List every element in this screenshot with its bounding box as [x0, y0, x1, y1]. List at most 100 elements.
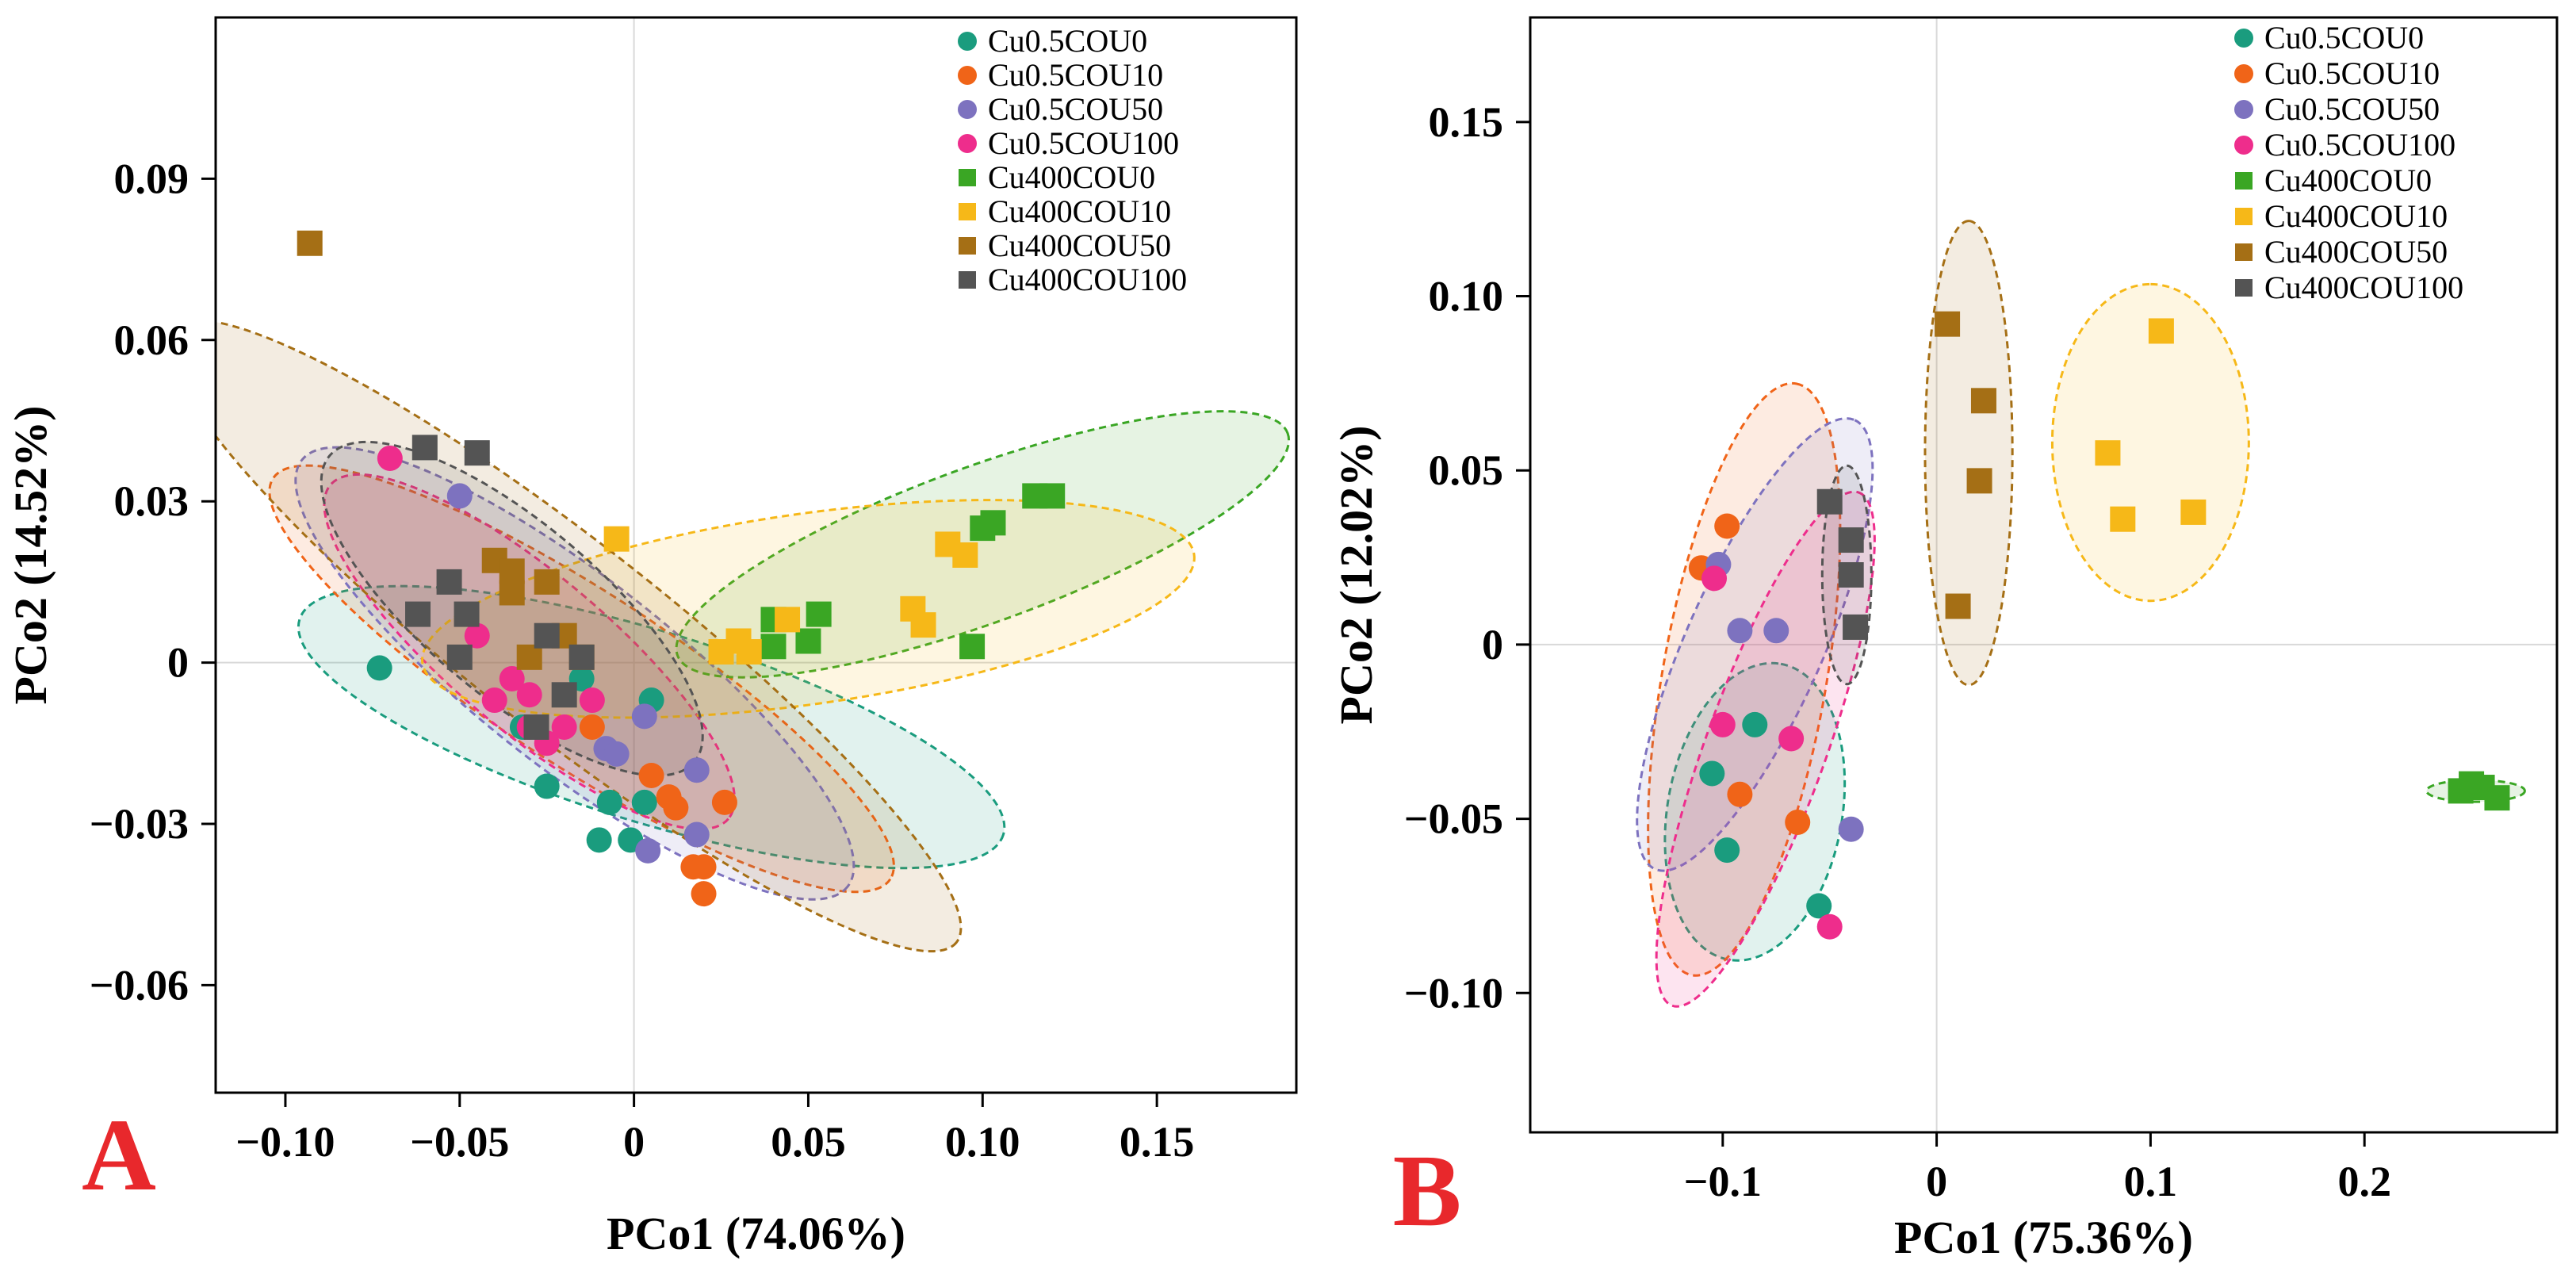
legend-label-cu0.5cou0: Cu0.5COU0: [2264, 20, 2424, 56]
point-cu400cou100: [551, 682, 577, 708]
point-cu0.5cou100: [499, 665, 525, 691]
point-cu0.5cou50: [603, 741, 630, 767]
point-cu0.5cou10: [691, 881, 717, 907]
legend: Cu0.5COU0Cu0.5COU10Cu0.5COU50Cu0.5COU100…: [2234, 20, 2463, 305]
point-cu0.5cou0: [596, 789, 622, 815]
legend-label-cu400cou50: Cu400COU50: [2264, 234, 2448, 270]
point-cu400cou100: [1838, 562, 1864, 588]
point-cu400cou100: [464, 440, 490, 466]
x-tick-label: 0.10: [945, 1118, 1020, 1166]
point-cu0.5cou100: [1709, 711, 1736, 737]
x-tick-label: 0.1: [2124, 1158, 2178, 1205]
plot-frame: [214, 16, 1298, 1094]
x-tick-label: −0.1: [1684, 1158, 1762, 1205]
point-cu0.5cou50: [683, 757, 710, 783]
y-tick-label: 0: [1482, 621, 1503, 668]
plot-frame: [1529, 16, 2559, 1134]
point-cu0.5cou0: [366, 655, 392, 681]
point-cu400cou0: [760, 634, 787, 660]
y-tick-label: 0.06: [114, 316, 189, 364]
legend-label-cu0.5cou10: Cu0.5COU10: [988, 57, 1163, 93]
y-tick-label: −0.06: [90, 961, 189, 1009]
point-cu400cou100: [436, 569, 462, 595]
y-axis-label: PCo2 (12.02%): [1330, 426, 1382, 725]
point-cu0.5cou50: [1727, 618, 1753, 644]
x-tick-label: 0.05: [771, 1118, 846, 1166]
point-cu400cou10: [2148, 318, 2174, 344]
legend-marker-cu0.5cou0: [958, 32, 977, 51]
legend-marker-cu400cou10: [959, 203, 976, 220]
y-tick-label: −0.03: [90, 800, 189, 848]
legend-label-cu400cou100: Cu400COU100: [2264, 270, 2463, 305]
point-cu400cou10: [603, 526, 630, 552]
point-cu400cou50: [534, 569, 560, 595]
legend-marker-cu0.5cou0: [2234, 29, 2253, 48]
point-cu0.5cou10: [579, 714, 605, 740]
y-tick-label: 0.09: [114, 155, 189, 202]
point-cu400cou50: [1970, 388, 1996, 414]
legend-label-cu0.5cou100: Cu0.5COU100: [2264, 127, 2455, 163]
point-cu0.5cou0: [1806, 893, 1832, 919]
ellipse-cu0.5cou10: [1647, 381, 1842, 977]
point-cu0.5cou100: [516, 682, 542, 708]
point-cu400cou0: [980, 510, 1006, 536]
point-cu400cou100: [1838, 527, 1864, 553]
legend-marker-cu400cou50: [959, 237, 976, 255]
y-tick-label: 0.10: [1429, 273, 1504, 320]
legend-marker-cu0.5cou50: [2234, 100, 2253, 119]
point-cu0.5cou10: [711, 789, 737, 815]
legend-marker-cu0.5cou50: [958, 100, 977, 119]
point-cu0.5cou0: [586, 827, 612, 853]
point-cu400cou50: [499, 558, 525, 584]
panel-label: A: [82, 1098, 156, 1212]
x-tick-label: 0: [623, 1118, 645, 1166]
point-cu400cou50: [499, 580, 525, 606]
x-tick-label: −0.05: [410, 1118, 509, 1166]
legend-marker-cu0.5cou100: [2234, 136, 2253, 155]
point-cu400cou50: [1935, 311, 1961, 337]
x-axis-label: PCo1 (75.36%): [1894, 1212, 2193, 1263]
plot-area: [216, 17, 1296, 1093]
point-cu400cou100: [405, 601, 431, 627]
point-cu0.5cou50: [446, 483, 473, 509]
panel-label: B: [1393, 1134, 1462, 1248]
legend-label-cu400cou0: Cu400COU0: [988, 159, 1155, 195]
y-tick-label: 0: [167, 639, 189, 687]
y-tick-label: 0.03: [114, 477, 189, 525]
x-tick-label: 0: [1926, 1158, 1947, 1205]
legend-marker-cu400cou100: [2235, 279, 2253, 297]
point-cu0.5cou50: [1763, 618, 1789, 644]
legend-marker-cu400cou0: [959, 169, 976, 186]
legend-marker-cu0.5cou100: [958, 134, 977, 153]
x-tick-label: 0.2: [2337, 1158, 2391, 1205]
y-tick-label: 0.05: [1429, 446, 1504, 494]
point-cu400cou0: [2484, 785, 2510, 811]
point-cu0.5cou0: [534, 773, 560, 799]
point-cu0.5cou100: [377, 445, 403, 471]
point-cu0.5cou100: [1816, 913, 1843, 940]
point-cu0.5cou100: [579, 687, 605, 714]
point-cu400cou10: [2180, 499, 2207, 525]
point-cu400cou100: [454, 601, 480, 627]
legend-label-cu400cou10: Cu400COU10: [988, 193, 1171, 229]
point-cu400cou100: [568, 644, 595, 670]
point-cu0.5cou100: [1701, 565, 1728, 592]
point-cu400cou10: [910, 612, 936, 638]
point-cu400cou50: [1966, 468, 1992, 494]
point-cu400cou0: [806, 601, 832, 627]
y-axis-label: PCo2 (14.52%): [5, 406, 56, 705]
point-cu0.5cou50: [683, 822, 710, 848]
point-cu0.5cou10: [638, 762, 664, 788]
legend-marker-cu400cou0: [2235, 172, 2253, 190]
point-cu400cou0: [959, 634, 986, 660]
legend-marker-cu0.5cou10: [958, 66, 977, 85]
point-cu400cou10: [2110, 506, 2136, 532]
point-cu0.5cou0: [1699, 760, 1725, 787]
point-cu400cou50: [516, 644, 542, 670]
panel-a: −0.10 −0.05 0 0.05 0.10 0.15 −0.06 −0.03 0 0.03 0.…: [5, 16, 1298, 1259]
point-cu0.5cou50: [631, 703, 657, 730]
point-cu0.5cou10: [1727, 781, 1753, 807]
point-cu400cou10: [2095, 440, 2121, 466]
point-cu400cou10: [775, 607, 801, 633]
